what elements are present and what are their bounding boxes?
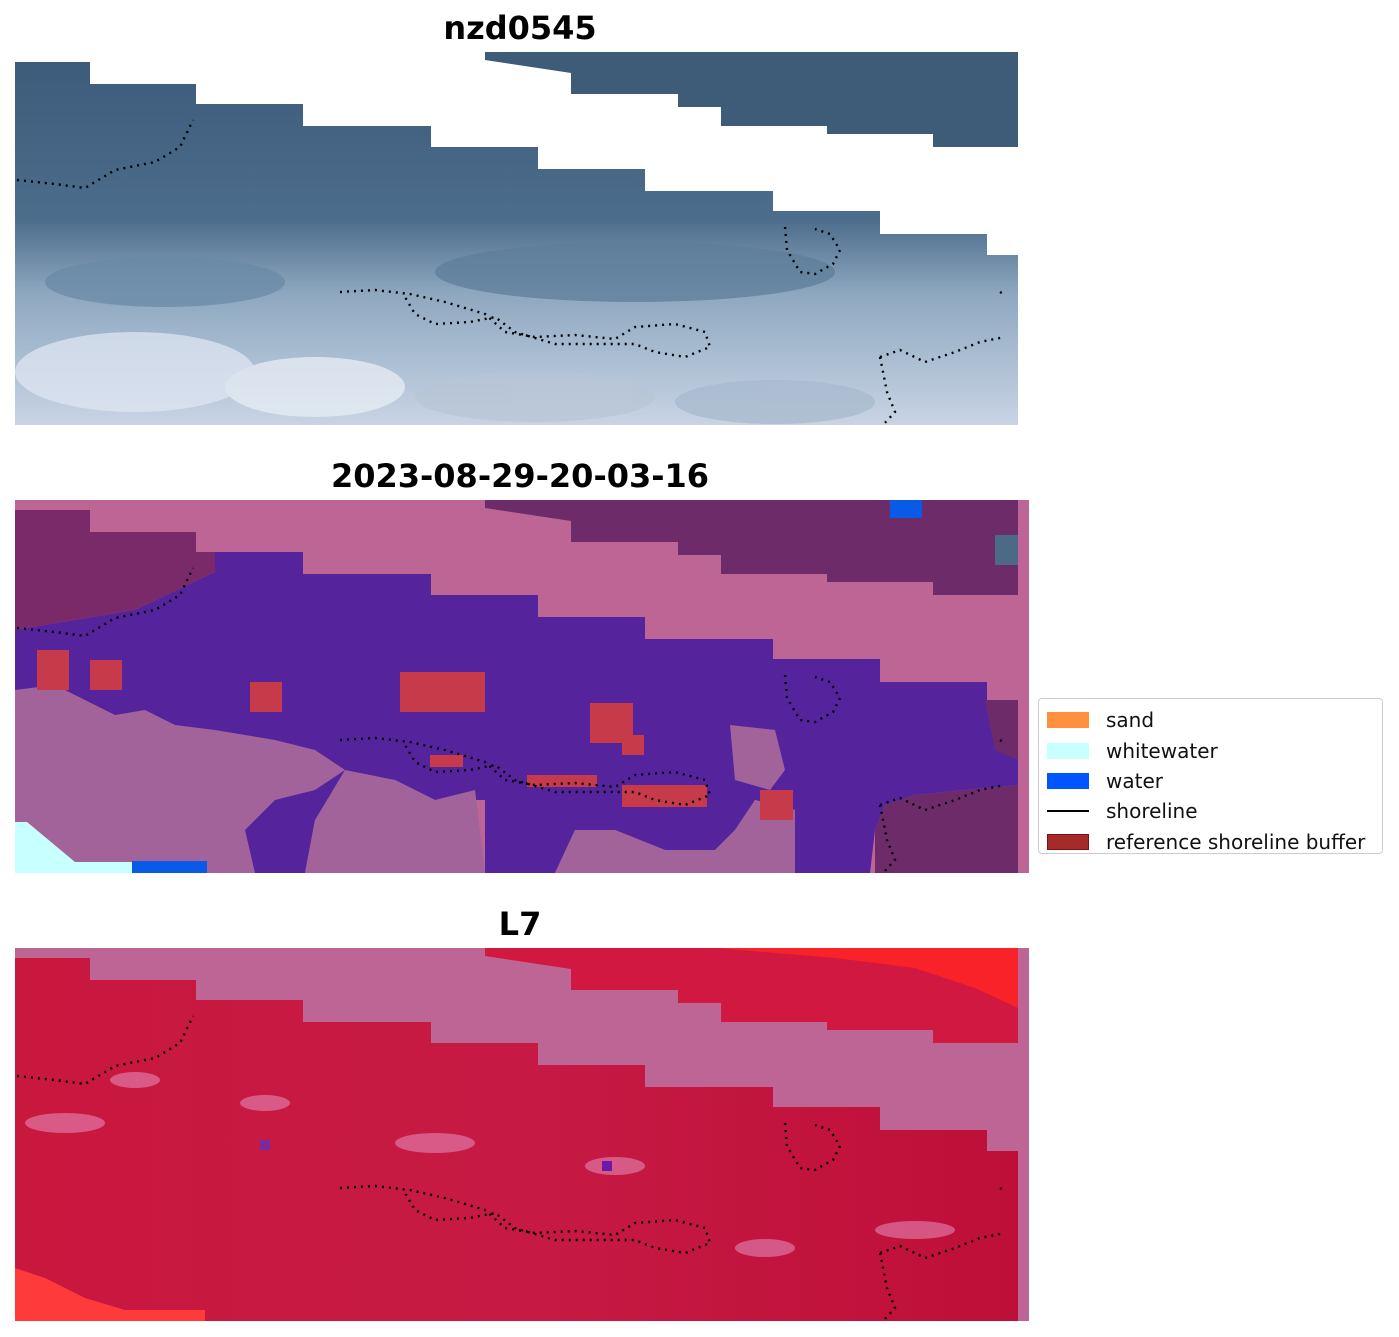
legend-label: reference shoreline buffer xyxy=(1106,829,1366,854)
legend-label: shoreline xyxy=(1106,799,1198,824)
rgb-top-strip xyxy=(485,52,1018,147)
classified-image-panel xyxy=(15,500,1029,873)
class-upper-right xyxy=(485,500,1018,595)
water-patch-bottom xyxy=(132,861,207,873)
shoreline-dotted xyxy=(16,1015,1006,1321)
water-patch-top xyxy=(890,500,922,518)
panel-title-index: L7 xyxy=(498,905,542,943)
shoreline-dotted xyxy=(16,119,1006,425)
legend-item-shoreline: shoreline xyxy=(1047,796,1374,826)
index-main-scene xyxy=(15,958,1018,1321)
class-upper-left xyxy=(15,510,215,630)
index-image-panel xyxy=(15,948,1029,1321)
shoreline-dotted xyxy=(16,567,1006,873)
panel-title-rgb: nzd0545 xyxy=(443,9,597,47)
legend-label: sand xyxy=(1106,708,1155,733)
sand-swatch xyxy=(1047,712,1089,729)
water-swatch xyxy=(1047,772,1089,789)
legend-item-reference-buffer: reference shoreline buffer xyxy=(1047,827,1374,857)
legend: sand whitewater water shoreline referenc… xyxy=(1038,698,1383,854)
rgb-image-panel xyxy=(15,52,1029,425)
legend-label: whitewater xyxy=(1106,738,1218,763)
whitewater-swatch xyxy=(1047,742,1089,759)
buffer-overlay xyxy=(37,650,793,820)
index-top-strip xyxy=(485,948,1018,1043)
legend-label: water xyxy=(1106,768,1163,793)
legend-item-water: water xyxy=(1047,766,1374,796)
class-lower xyxy=(15,685,345,873)
legend-item-whitewater: whitewater xyxy=(1047,735,1374,765)
buffer-swatch xyxy=(1047,833,1089,850)
panel-title-classified: 2023-08-29-20-03-16 xyxy=(330,457,710,495)
legend-item-sand: sand xyxy=(1047,705,1374,735)
shoreline-swatch xyxy=(1047,810,1089,813)
whitewater-patch xyxy=(15,822,135,873)
